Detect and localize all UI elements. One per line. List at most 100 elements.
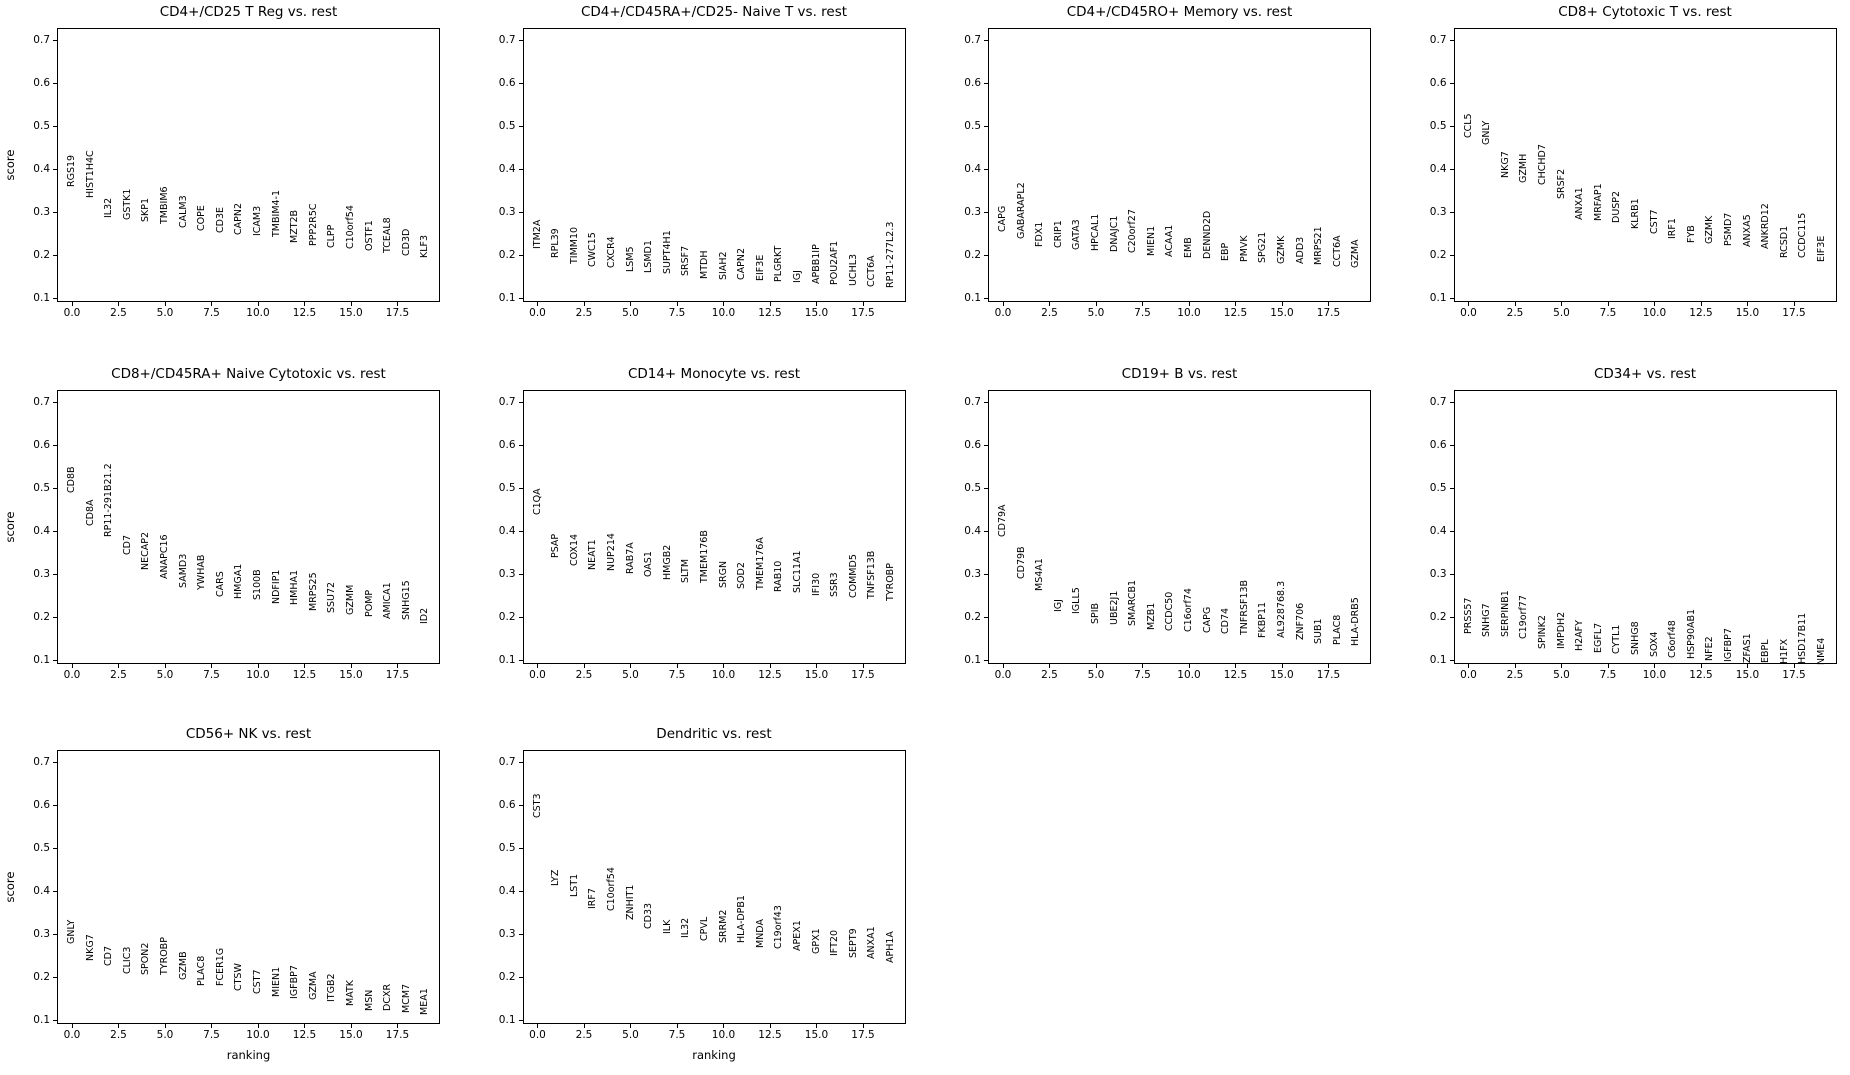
y-tick (518, 804, 523, 806)
gene-label: HMGB2 (661, 544, 673, 580)
y-tick (1449, 297, 1454, 299)
x-tick-label: 10.0 (1177, 307, 1201, 319)
x-tick (723, 664, 724, 668)
gene-label: ITM2A (531, 219, 543, 249)
y-tick-label: 0.3 (964, 567, 981, 580)
gene-label: CAPG (997, 205, 1008, 233)
x-tick-label: 15.0 (804, 1029, 829, 1041)
gene-label: SSU72 (326, 581, 338, 613)
gene-label: MRFAP1 (1592, 182, 1604, 221)
gene-label: H1FX (1778, 638, 1790, 664)
gene-label: COMMD5 (847, 553, 859, 598)
x-tick-label: 7.5 (668, 307, 686, 319)
gene-label: MS4A1 (1034, 558, 1046, 592)
gene-label: RPL39 (550, 227, 562, 258)
gene-label: DUSP2 (1611, 191, 1623, 224)
y-tick (53, 530, 57, 532)
gene-label: ITGB2 (326, 973, 338, 1002)
gene-label: CD33 (643, 903, 655, 930)
gene-label: CWC15 (587, 232, 599, 268)
x-tick (118, 664, 119, 668)
gene-label: ACAA1 (1164, 224, 1176, 257)
y-tick-label: 0.2 (33, 610, 50, 623)
gene-label: MCM7 (400, 984, 412, 1014)
y-tick (518, 401, 523, 403)
plot-axes (988, 28, 1371, 302)
gene-label: H2AFY (1574, 619, 1586, 651)
gene-label: GZMH (1518, 153, 1530, 184)
gene-label: LYZ (550, 869, 562, 887)
gene-label: MTDH (698, 250, 710, 279)
x-tick (1281, 664, 1283, 668)
plot-axes (1453, 390, 1837, 664)
x-tick (164, 1024, 166, 1028)
x-tick-label: 15.0 (1735, 307, 1760, 319)
gene-label: CD7 (121, 534, 133, 555)
gene-label: GABARAPL2 (1015, 182, 1027, 240)
gene-label: NME4 (1815, 637, 1827, 666)
y-tick-label: 0.6 (964, 76, 981, 89)
y-tick-label: 0.5 (498, 119, 516, 132)
gene-label: CXCR4 (605, 236, 617, 269)
x-tick-label: 7.5 (203, 307, 220, 319)
gene-label: EBPL (1760, 639, 1772, 664)
gene-label: CCL5 (1462, 113, 1474, 139)
x-tick-label: 10.0 (246, 1029, 270, 1041)
x-tick (583, 1024, 585, 1028)
x-tick-label: 5.0 (156, 669, 174, 681)
gene-label: TMEM176B (698, 530, 710, 584)
x-tick-label: 12.5 (1223, 307, 1248, 319)
plot-axes (522, 750, 906, 1024)
gene-label: SUB1 (1313, 618, 1325, 644)
gene-label: CD8A (84, 499, 96, 527)
x-tick (769, 1024, 771, 1028)
y-tick (53, 82, 57, 84)
y-tick-label: 0.7 (964, 395, 981, 408)
y-tick (53, 125, 57, 127)
y-tick-label: 0.1 (498, 1013, 516, 1026)
gene-label: SOD2 (736, 562, 748, 590)
gene-label: PLAC8 (196, 955, 208, 986)
gene-label: SNHG7 (1481, 603, 1493, 637)
x-tick-label: 12.5 (758, 669, 782, 681)
gene-label: CD3D (400, 228, 412, 257)
gene-label: ANXA1 (866, 925, 878, 959)
y-tick-label: 0.7 (33, 395, 50, 408)
gene-label: C19orf43 (773, 905, 785, 950)
y-tick-label: 0.2 (498, 610, 516, 623)
x-tick-label: 0.0 (1460, 307, 1477, 319)
gene-label: ZNF706 (1294, 602, 1306, 640)
y-tick-label: 0.1 (964, 291, 981, 304)
gene-label: TIMM10 (568, 226, 580, 264)
x-tick (1281, 302, 1283, 306)
gene-label: RAB10 (773, 561, 785, 593)
gene-label: CCDC115 (1797, 213, 1809, 259)
gene-label: CAPG (1201, 607, 1213, 634)
x-tick (118, 1024, 119, 1028)
y-tick-label: 0.2 (964, 610, 981, 623)
x-tick (1654, 302, 1655, 306)
gene-label: NDFIP1 (270, 569, 282, 605)
subplot-title: CD34+ vs. rest (1593, 366, 1697, 382)
y-tick-label: 0.5 (1429, 119, 1447, 132)
y-tick (53, 401, 57, 403)
gene-label: S100B (252, 569, 263, 601)
plot-axes (522, 390, 906, 664)
gene-label: CPVL (698, 916, 710, 941)
y-tick-label: 0.7 (1429, 33, 1447, 46)
x-tick-label: 7.5 (1599, 307, 1617, 319)
gene-label: GNLY (66, 919, 77, 944)
gene-label: IGFBP7 (1722, 628, 1734, 663)
gene-label: IMPDH2 (1555, 612, 1567, 650)
y-tick (518, 297, 523, 299)
gene-label: MEA1 (419, 988, 431, 1015)
x-tick (211, 664, 212, 668)
gene-label: GZMA (1350, 239, 1362, 268)
y-tick-label: 0.6 (1429, 76, 1447, 89)
gene-label: PPP2R5C (307, 203, 319, 246)
x-tick (350, 1024, 352, 1028)
x-tick-label: 0.0 (63, 1029, 81, 1041)
gene-label: TMBIM6 (159, 186, 170, 224)
x-tick-label: 15.0 (339, 669, 363, 681)
gene-label: PRSS57 (1462, 597, 1474, 634)
